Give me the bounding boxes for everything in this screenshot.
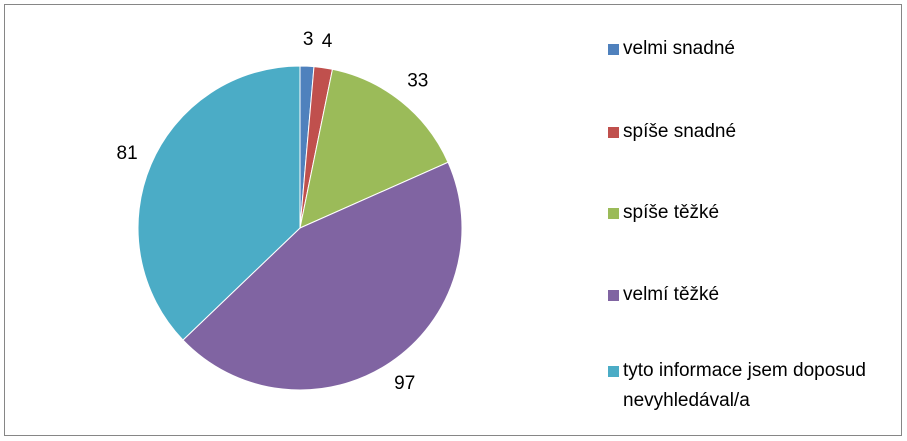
legend-swatch [608, 208, 619, 219]
legend-item: velmi snadné [608, 34, 873, 64]
legend-item: tyto informace jsem doposud nevyhledával… [608, 356, 873, 416]
legend-swatch [608, 290, 619, 301]
legend-label: tyto informace jsem doposud nevyhledával… [623, 360, 866, 411]
legend-label: velmi snadné [623, 38, 735, 59]
data-label: 3 [303, 29, 314, 50]
legend-label: spíše snadné [623, 121, 737, 142]
pie-slice [299, 68, 449, 229]
data-label: 81 [117, 143, 138, 164]
pie-slice [137, 65, 301, 341]
data-label: 4 [322, 31, 333, 52]
legend-swatch [608, 366, 619, 377]
legend-swatch [608, 44, 619, 55]
legend-label: velmí těžké [623, 284, 720, 305]
pie-slice [182, 161, 463, 391]
data-label: 97 [394, 373, 415, 394]
legend-item: spíše snadné [608, 117, 873, 147]
legend-swatch [608, 127, 619, 138]
data-label: 33 [407, 71, 428, 92]
legend-item: spíše těžké [608, 198, 873, 228]
legend-label: spíše těžké [623, 202, 720, 223]
legend-item: velmí těžké [608, 280, 873, 310]
